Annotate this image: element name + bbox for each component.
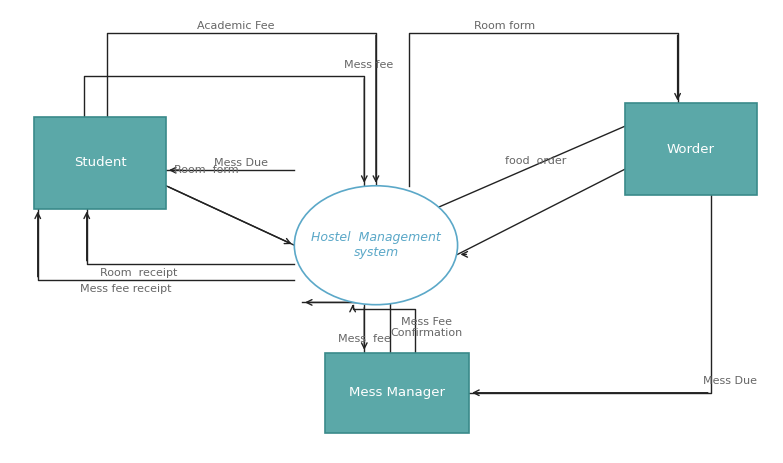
- Text: Room  form: Room form: [174, 165, 239, 175]
- Text: Room  receipt: Room receipt: [100, 268, 177, 278]
- Text: Room form: Room form: [474, 21, 535, 31]
- Bar: [625, 103, 757, 195]
- Text: Worder: Worder: [667, 143, 715, 156]
- Bar: [326, 353, 469, 433]
- Text: Student: Student: [74, 156, 126, 169]
- Text: Mess  fee: Mess fee: [338, 334, 391, 344]
- Text: Mess Fee
Confirmation: Mess Fee Confirmation: [390, 317, 463, 338]
- Bar: [34, 117, 166, 209]
- Text: Mess Due: Mess Due: [703, 376, 757, 386]
- Text: food  order: food order: [504, 156, 566, 166]
- Text: Hostel  Management
system: Hostel Management system: [311, 231, 441, 259]
- Text: Mess fee receipt: Mess fee receipt: [80, 284, 171, 294]
- Text: Mess Due: Mess Due: [215, 158, 269, 169]
- Text: Mess Manager: Mess Manager: [349, 386, 446, 399]
- Text: Academic Fee: Academic Fee: [197, 21, 275, 31]
- Ellipse shape: [294, 186, 457, 305]
- Text: Mess fee: Mess fee: [344, 60, 393, 69]
